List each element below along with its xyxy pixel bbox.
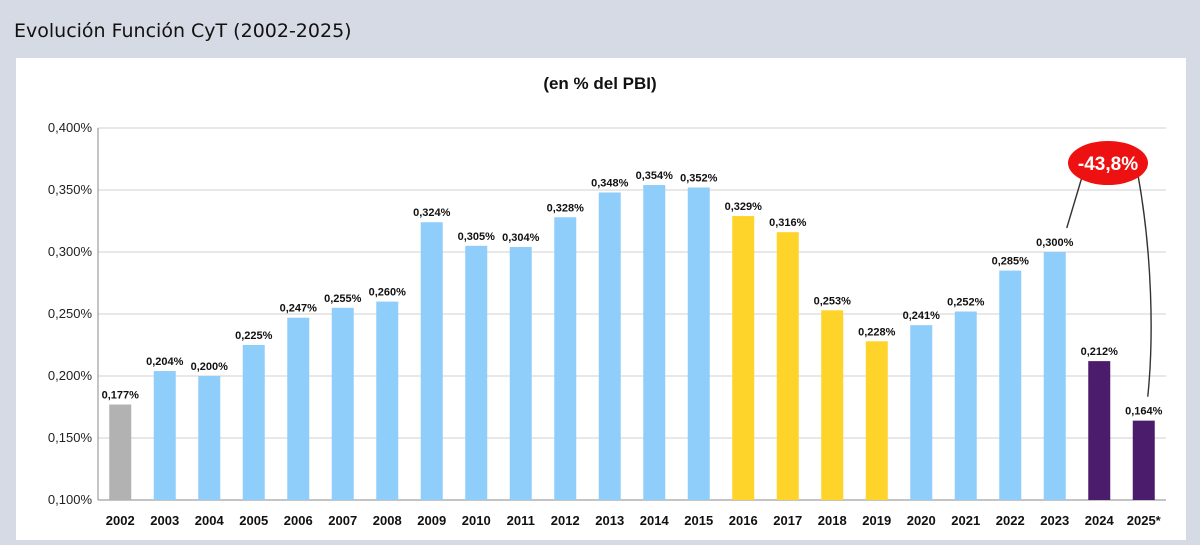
x-tick-label: 2004 xyxy=(195,513,225,528)
x-tick-label: 2017 xyxy=(773,513,802,528)
bar-2014 xyxy=(643,185,666,501)
bars xyxy=(109,185,1155,501)
x-tick-label: 2024 xyxy=(1085,513,1115,528)
bar-2013 xyxy=(598,192,621,501)
data-label: 0,253% xyxy=(814,295,852,307)
bar-2024 xyxy=(1088,361,1111,500)
annotation-text: -43,8% xyxy=(1078,154,1138,175)
axes: 0,100% 0,150% 0,200% 0,250% 0,300% 0,350% 0,40… xyxy=(48,120,1166,528)
data-label: 0,228% xyxy=(858,326,896,338)
data-label: 0,255% xyxy=(324,293,362,305)
bar-2019 xyxy=(865,341,888,500)
y-tick-label: 0,250% xyxy=(48,306,93,321)
data-label: 0,285% xyxy=(992,256,1030,268)
change-annotation: -43,8% xyxy=(1066,141,1152,397)
bar-2023 xyxy=(1043,252,1066,500)
y-tick-label: 0,300% xyxy=(48,244,93,259)
data-label: 0,241% xyxy=(903,310,941,322)
y-tick-label: 0,350% xyxy=(48,182,93,197)
x-tick-label: 2015 xyxy=(684,513,713,528)
x-tick-label: 2025* xyxy=(1127,513,1162,528)
x-tick-label: 2019 xyxy=(862,513,891,528)
y-tick-label: 0,200% xyxy=(48,368,93,383)
bar-2003 xyxy=(153,371,176,500)
annotation-line-right xyxy=(1137,174,1152,397)
data-label: 0,329% xyxy=(725,201,763,213)
bar-2022 xyxy=(999,270,1022,500)
data-label: 0,164% xyxy=(1125,406,1163,418)
x-tick-label: 2021 xyxy=(951,513,980,528)
data-label: 0,316% xyxy=(769,217,807,229)
x-tick-label: 2011 xyxy=(507,513,535,528)
data-label: 0,225% xyxy=(235,330,273,342)
x-tick-label: 2012 xyxy=(551,513,580,528)
bar-2017 xyxy=(776,232,799,500)
y-tick-label: 0,100% xyxy=(48,492,93,507)
data-label: 0,324% xyxy=(413,207,451,219)
x-tick-label: 2006 xyxy=(284,513,313,528)
bar-2020 xyxy=(910,325,933,500)
data-label: 0,354% xyxy=(636,170,674,182)
data-labels: 0,177% 0,204% 0,200% 0,225% 0,247% 0,255% 0,26… xyxy=(102,170,1163,418)
bar-2008 xyxy=(376,301,399,500)
data-label: 0,204% xyxy=(146,356,184,368)
data-label: 0,300% xyxy=(1036,237,1074,249)
bar-2016 xyxy=(732,216,755,501)
chart-header-title: Evolución Función CyT (2002-2025) xyxy=(14,20,352,42)
data-label: 0,328% xyxy=(547,202,585,214)
x-tick-label: 2009 xyxy=(417,513,446,528)
bar-2005 xyxy=(242,345,265,500)
data-label: 0,260% xyxy=(369,287,407,299)
x-tick-label: 2007 xyxy=(328,513,357,528)
bar-2007 xyxy=(331,307,354,500)
x-tick-label: 2018 xyxy=(818,513,847,528)
y-tick-label: 0,400% xyxy=(48,120,93,135)
data-label: 0,247% xyxy=(280,303,318,315)
data-label: 0,177% xyxy=(102,390,140,402)
bar-2025 xyxy=(1132,420,1155,500)
x-tick-label: 2016 xyxy=(729,513,758,528)
data-label: 0,304% xyxy=(502,232,540,244)
x-tick-label: 2005 xyxy=(239,513,268,528)
annotation-badge xyxy=(1068,141,1148,185)
x-tick-label: 2014 xyxy=(640,513,670,528)
chart-title: (en % del PBI) xyxy=(543,74,657,93)
x-tick-label: 2003 xyxy=(150,513,179,528)
data-label: 0,212% xyxy=(1081,346,1119,358)
bar-2010 xyxy=(465,245,488,500)
y-tick-label: 0,150% xyxy=(48,430,93,445)
annotation-line-left xyxy=(1066,176,1083,229)
x-tick-label: 2002 xyxy=(106,513,135,528)
bar-2002 xyxy=(109,404,132,500)
bar-2011 xyxy=(509,247,532,500)
data-label: 0,200% xyxy=(191,361,229,373)
x-tick-label: 2022 xyxy=(996,513,1025,528)
x-tick-label: 2020 xyxy=(907,513,936,528)
bar-2015 xyxy=(687,187,710,500)
bar-2021 xyxy=(954,311,977,500)
bar-2012 xyxy=(554,217,577,500)
data-label: 0,252% xyxy=(947,297,985,309)
header: Evolución Función CyT (2002-2025) xyxy=(0,0,1200,58)
bar-2018 xyxy=(821,310,844,500)
data-label: 0,348% xyxy=(591,177,629,189)
bar-2006 xyxy=(287,317,310,500)
x-tick-label: 2013 xyxy=(595,513,624,528)
data-label: 0,305% xyxy=(458,231,496,243)
x-tick-label: 2023 xyxy=(1040,513,1069,528)
bar-2004 xyxy=(198,376,221,500)
x-tick-label: 2008 xyxy=(373,513,402,528)
data-label: 0,352% xyxy=(680,173,718,185)
bar-2009 xyxy=(420,222,443,501)
x-tick-label: 2010 xyxy=(462,513,491,528)
